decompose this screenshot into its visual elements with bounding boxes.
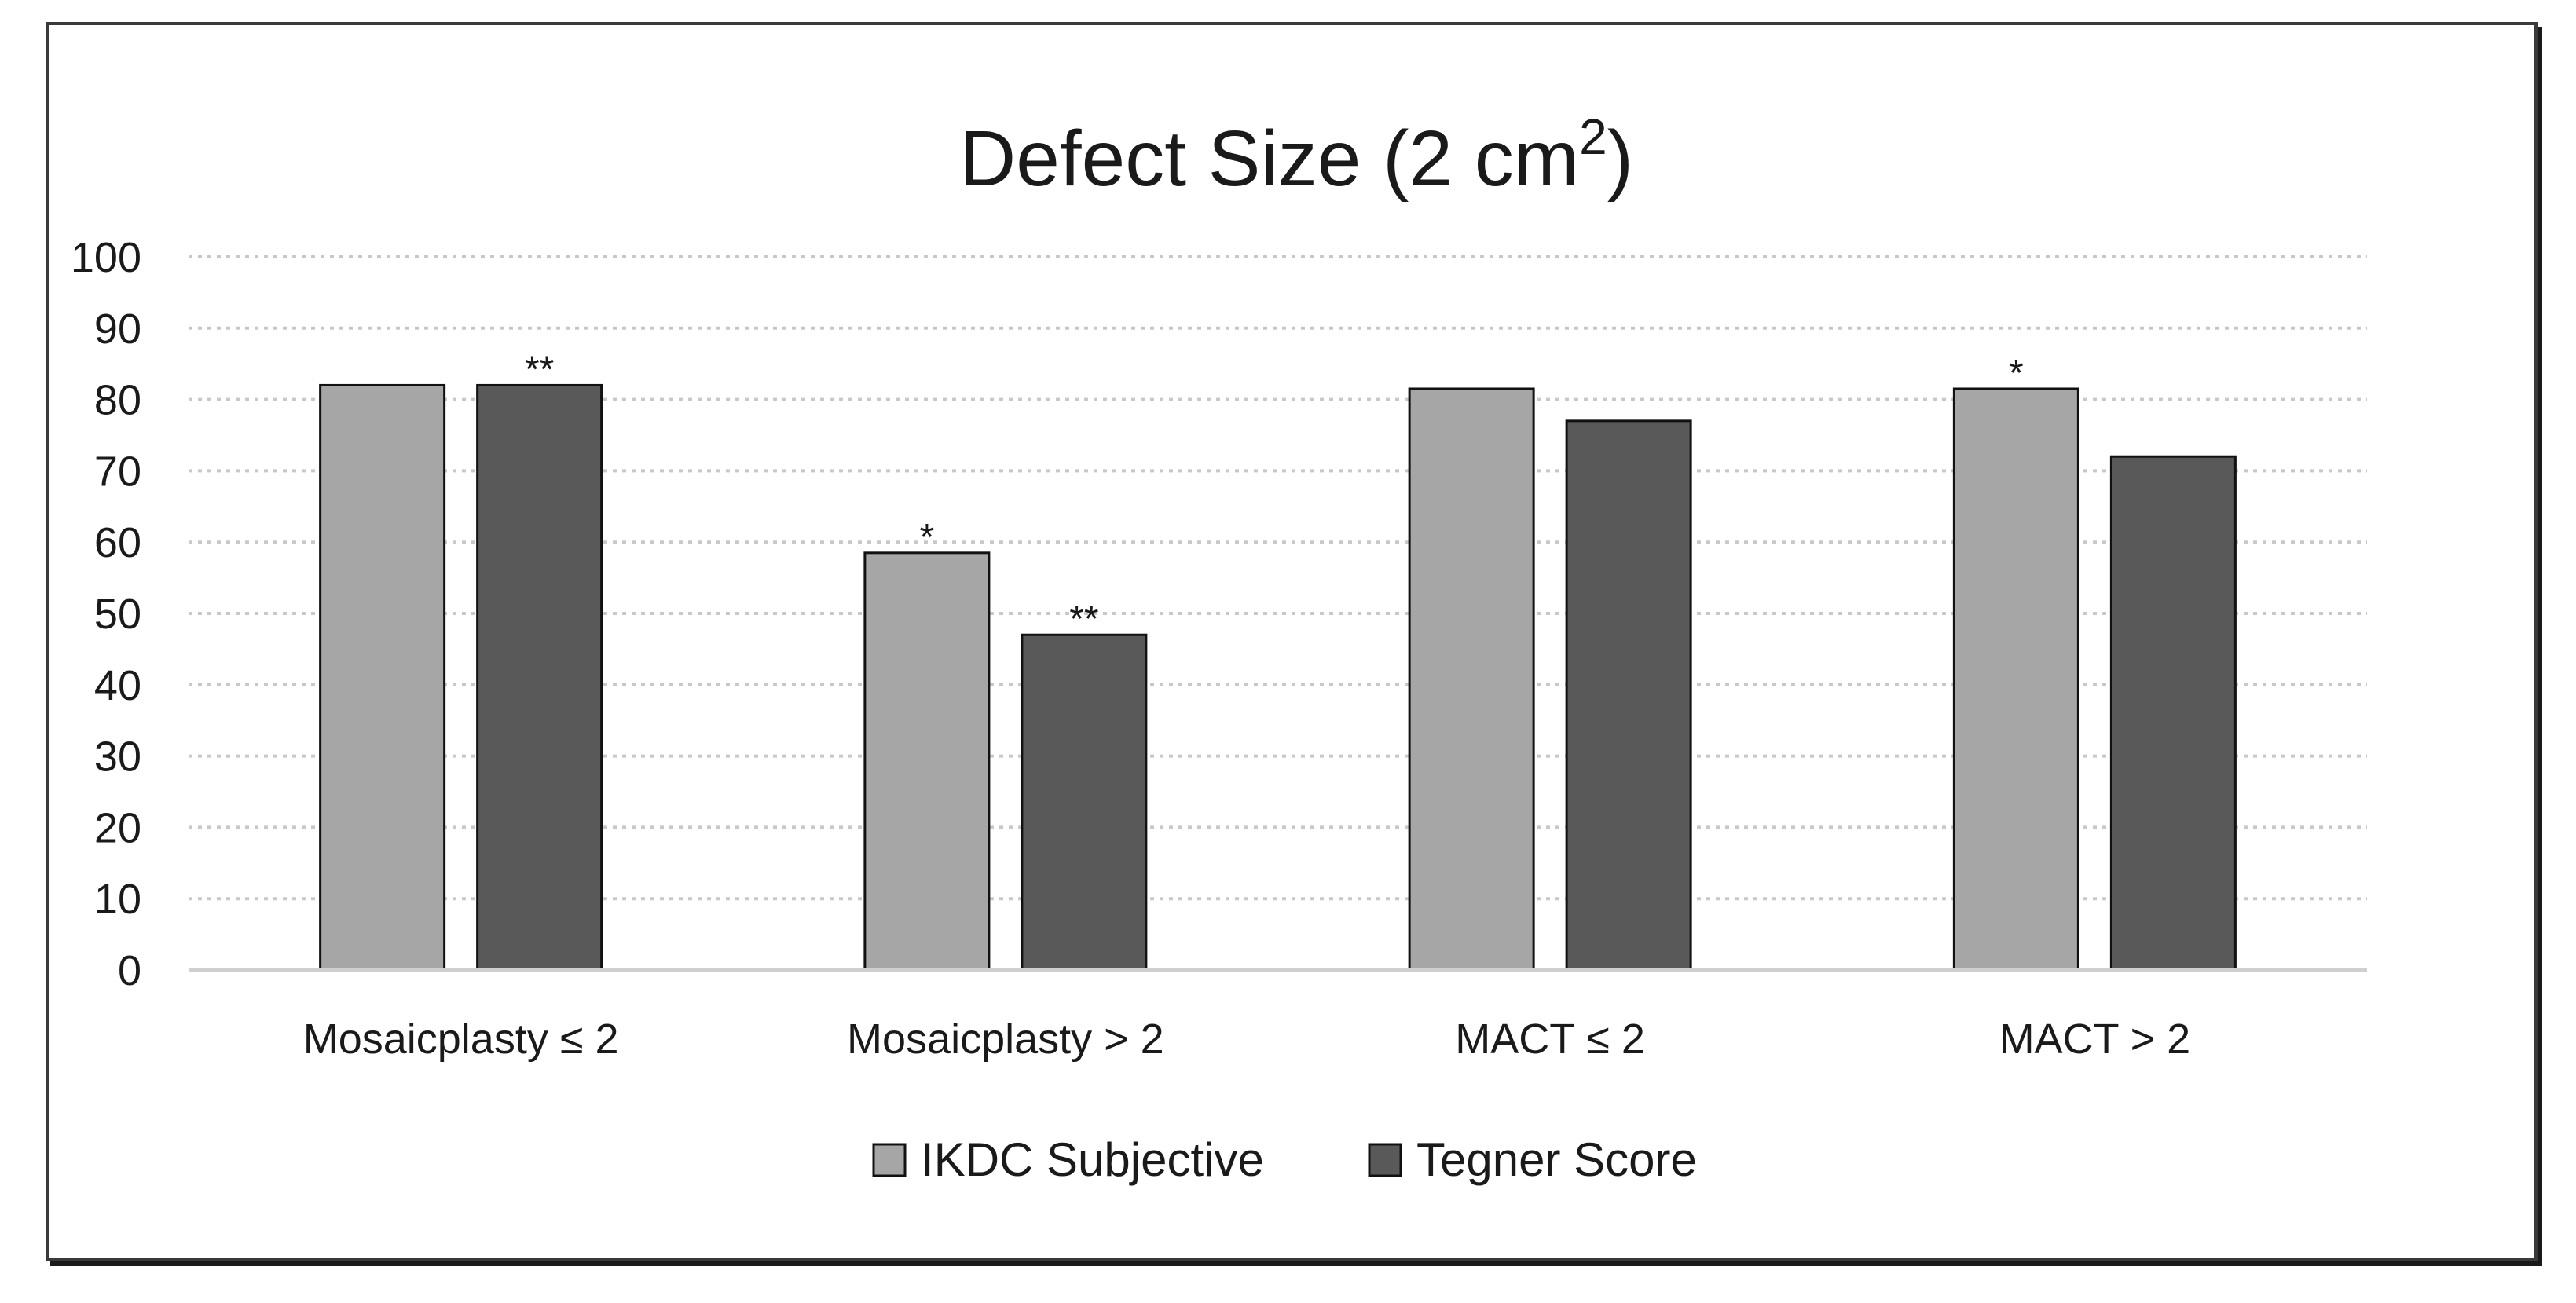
significance-marker: * (2009, 353, 2024, 394)
significance-marker: * (920, 517, 935, 558)
bar-ikdc-2 (1408, 387, 1535, 972)
legend: IKDC Subjective Tegner Score (872, 1133, 1697, 1186)
significance-marker: ** (1069, 598, 1098, 640)
chart-title: Defect Size (2 cm2) (959, 108, 1633, 203)
legend-label-tegner: Tegner Score (1416, 1133, 1697, 1186)
y-tick-label: 40 (94, 662, 141, 709)
bar-tegner-3 (2109, 455, 2237, 972)
y-axis-ticks: 0 10 20 30 40 50 60 70 80 90 100 (71, 234, 141, 994)
y-tick-label: 90 (94, 306, 141, 353)
bar-ikdc-1 (863, 551, 991, 972)
y-tick-label: 80 (94, 377, 141, 424)
x-tick-label: Mosaicplasty ≤ 2 (303, 1016, 619, 1063)
y-tick-label: 60 (94, 519, 141, 566)
chart-title-main: Defect Size (2 cm (959, 115, 1579, 203)
y-tick-label: 20 (94, 804, 141, 851)
y-tick-label: 70 (94, 448, 141, 495)
significance-markers: ****** (525, 349, 2024, 640)
chart-title-suffix: ) (1607, 115, 1633, 203)
y-tick-label: 100 (71, 234, 141, 281)
x-axis-categories: Mosaicplasty ≤ 2 Mosaicplasty > 2 MACT ≤ 2… (303, 1016, 2190, 1063)
chart-title-superscript: 2 (1579, 108, 1607, 165)
bar-ikdc-3 (1952, 387, 2079, 972)
bar-ikdc-0 (319, 383, 446, 972)
legend-swatch-tegner (1368, 1143, 1402, 1177)
y-tick-label: 50 (94, 591, 141, 638)
legend-swatch-ikdc (872, 1143, 907, 1177)
x-tick-label: MACT ≤ 2 (1455, 1016, 1645, 1063)
significance-marker: ** (525, 349, 554, 390)
y-tick-label: 0 (118, 947, 141, 994)
y-tick-label: 30 (94, 734, 141, 781)
bars (319, 383, 2237, 972)
legend-label-ikdc: IKDC Subjective (921, 1133, 1264, 1186)
bar-tegner-0 (476, 383, 603, 972)
x-tick-label: MACT > 2 (1999, 1016, 2191, 1063)
bar-tegner-1 (1021, 633, 1148, 972)
x-tick-label: Mosaicplasty > 2 (847, 1016, 1164, 1063)
bar-tegner-2 (1565, 419, 1692, 972)
y-tick-label: 10 (94, 876, 141, 923)
